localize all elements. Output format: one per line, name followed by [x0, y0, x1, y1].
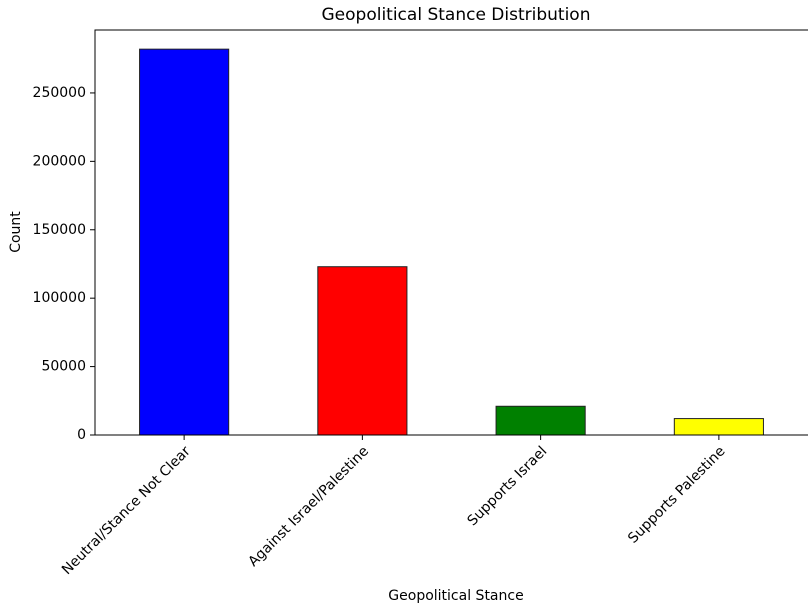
y-tick-label: 100000 — [33, 290, 86, 306]
y-tick-label: 250000 — [33, 85, 86, 101]
chart-title: Geopolitical Stance Distribution — [322, 5, 591, 25]
y-tick-label: 0 — [77, 427, 86, 443]
bar — [673, 418, 764, 436]
bar — [139, 48, 230, 436]
x-axis-label: Geopolitical Stance — [388, 588, 523, 604]
axes-frame — [94, 29, 808, 436]
bar — [317, 266, 408, 436]
y-tick-label: 150000 — [33, 222, 86, 238]
bar — [495, 405, 586, 436]
y-axis-label: Count — [8, 211, 24, 253]
y-tick-label: 200000 — [33, 153, 86, 169]
x-tick-label: Supports Palestine — [625, 443, 728, 546]
x-tick-label: Neutral/Stance Not Clear — [59, 443, 194, 578]
x-tick-label: Against Israel/Palestine — [245, 443, 372, 570]
y-tick-label: 50000 — [41, 359, 86, 375]
x-tick-label: Supports Israel — [464, 443, 550, 529]
